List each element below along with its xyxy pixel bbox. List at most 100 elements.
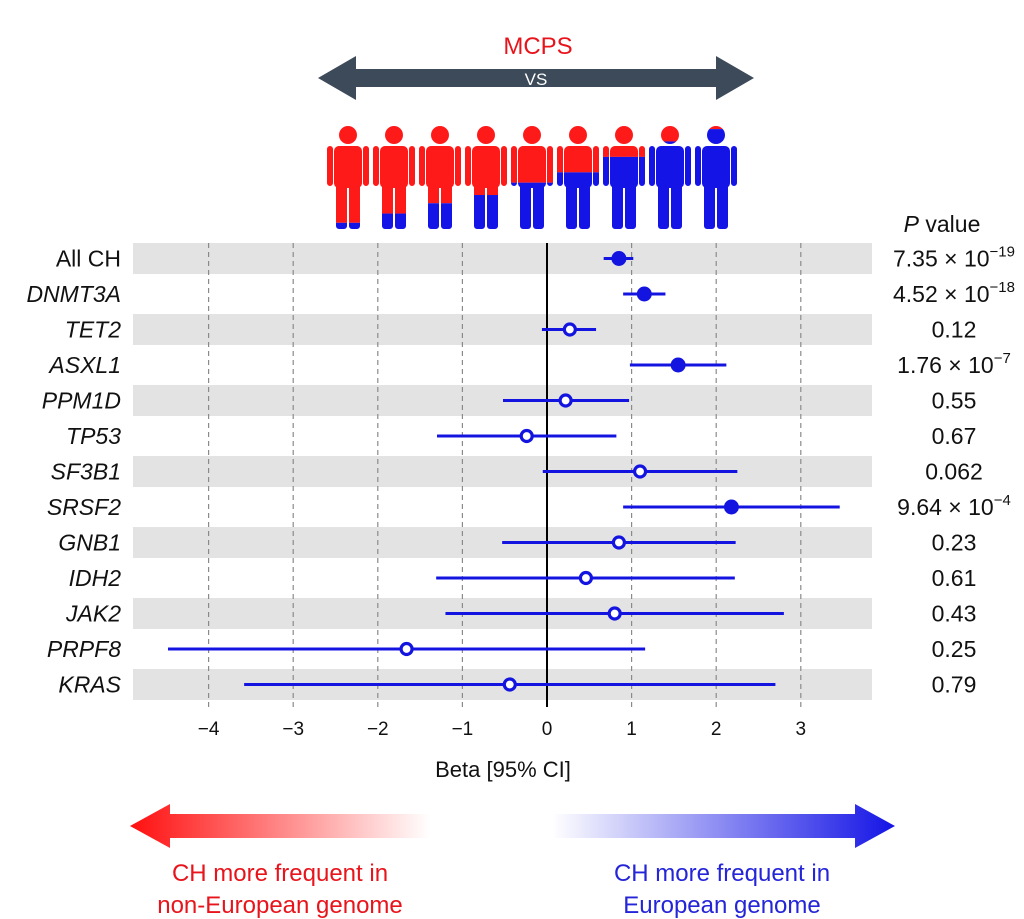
pvalue-label: 0.23 (932, 530, 977, 556)
pvalue-base: 0.79 (932, 672, 977, 698)
pvalue-base: 4.52 × 10 (893, 281, 990, 307)
point-estimate-open (562, 322, 577, 337)
gene-label: ASXL1 (47, 352, 121, 378)
red-fill (511, 126, 553, 183)
ancestry-figures (327, 126, 737, 229)
person-figure-icon (695, 126, 737, 229)
point-estimate-open (607, 606, 622, 621)
pvalue-header: P value (904, 211, 981, 237)
blue-fill (603, 156, 645, 229)
gene-label: TP53 (66, 423, 121, 449)
gene-label: GNB1 (58, 530, 121, 556)
red-fill (327, 126, 369, 223)
point-estimate-open (632, 464, 648, 479)
blue-fill (511, 182, 553, 229)
row-band (133, 243, 872, 274)
pvalue-exponent: −19 (990, 244, 1015, 261)
blue-fill (327, 222, 369, 229)
pvalue-label: 1.76 × 10−7 (897, 350, 1011, 378)
point-estimate-open (578, 570, 594, 586)
red-fill (373, 126, 415, 214)
person-figure-icon (603, 126, 645, 229)
point-estimate-open (399, 641, 414, 657)
pvalue-label: 0.43 (932, 601, 977, 627)
row-band (133, 385, 872, 416)
x-tick-label: 2 (711, 719, 722, 740)
row-band (133, 314, 872, 345)
pvalue-base: 0.55 (932, 388, 977, 414)
gene-label: DNMT3A (26, 281, 121, 307)
x-axis: −4 −3 −2 −1 0 1 2 3 (198, 719, 806, 740)
right-note-line2: European genome (623, 892, 820, 919)
left-gradient-arrow-icon (130, 804, 430, 848)
pvalue-base: 0.43 (932, 601, 977, 627)
point-estimate-open (502, 677, 517, 692)
pvalue-label: 7.35 × 10−19 (893, 244, 1015, 272)
pvalue-label: 4.52 × 10−18 (893, 279, 1015, 307)
red-fill (649, 126, 691, 142)
blue-fill (695, 129, 737, 229)
pvalue-label: 0.55 (932, 388, 977, 414)
point-estimate-open (519, 428, 534, 444)
row-band (133, 456, 872, 487)
gene-label: IDH2 (69, 565, 122, 591)
x-tick-label: −2 (367, 719, 389, 740)
red-fill (557, 126, 599, 173)
person-figure-icon (649, 126, 691, 229)
right-gradient-arrow-icon (552, 804, 895, 848)
x-tick-label: −1 (452, 719, 474, 740)
double-arrow-icon (318, 56, 754, 100)
pvalue-column: 7.35 × 10−19 4.52 × 10−18 0.12 1.76 × 10−7 0… (893, 244, 1015, 698)
pvalue-base: 0.23 (932, 530, 977, 556)
pvalue-label: 0.67 (932, 423, 977, 449)
point-estimate-filled (636, 286, 652, 302)
pvalue-base: 0.61 (932, 565, 977, 591)
pvalue-base: 0.67 (932, 423, 977, 449)
gene-labels: All CH DNMT3A TET2 ASXL1 PPM1D TP53 SF3B1 SRSF2… (26, 246, 121, 698)
x-tick-label: 0 (542, 719, 553, 740)
pvalue-base: 7.35 × 10 (893, 246, 990, 272)
pvalue-label: 0.61 (932, 565, 977, 591)
gene-label: All CH (56, 246, 121, 272)
blue-fill (557, 172, 599, 229)
point-estimates (399, 251, 739, 692)
x-tick-label: 1 (626, 719, 637, 740)
person-figure-icon (419, 126, 461, 229)
red-fill (419, 126, 461, 204)
gene-label: PRPF8 (47, 636, 121, 662)
person-figure-icon (557, 126, 599, 229)
point-estimate-filled (670, 357, 686, 373)
x-tick-label: 3 (796, 719, 807, 740)
pvalue-exponent: −4 (994, 492, 1011, 509)
point-estimate-open (558, 393, 573, 408)
pvalue-header-p: P (904, 211, 920, 237)
person-figure-icon (373, 126, 415, 229)
point-estimate-open (611, 535, 627, 550)
pvalue-label: 0.062 (925, 459, 983, 485)
x-tick-label: −3 (282, 719, 304, 740)
gene-label: TET2 (65, 317, 121, 343)
point-estimate-filled (723, 499, 739, 515)
gene-label: SRSF2 (47, 494, 121, 520)
person-figure-icon (511, 126, 553, 229)
red-fill (603, 126, 645, 157)
pvalue-label: 0.25 (932, 636, 977, 662)
right-note-line1: CH more frequent in (614, 860, 830, 887)
pvalue-exponent: −7 (994, 350, 1011, 367)
pvalue-base: 1.76 × 10 (897, 352, 994, 378)
person-figure-icon (465, 126, 507, 229)
left-note-line2: non-European genome (157, 892, 403, 919)
vs-label: VS (525, 70, 548, 89)
x-tick-label: −4 (198, 719, 220, 740)
row-bands (133, 243, 872, 700)
blue-fill (465, 195, 507, 229)
person-figure-icon (327, 126, 369, 229)
blue-fill (419, 203, 461, 229)
gene-label: JAK2 (65, 601, 121, 627)
red-fill (695, 126, 737, 130)
gene-label: SF3B1 (51, 459, 121, 485)
pvalue-exponent: −18 (990, 279, 1015, 296)
red-fill (465, 126, 507, 196)
pvalue-header-rest: value (919, 211, 980, 237)
